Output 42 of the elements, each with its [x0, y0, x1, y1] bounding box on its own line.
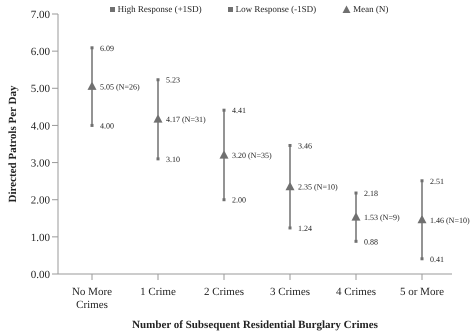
data-label: 2.18	[364, 189, 378, 198]
data-label: 1.53 (N=9)	[364, 213, 400, 222]
x-tick-label: 1 Crime	[140, 286, 176, 298]
data-label: 6.09	[100, 44, 114, 53]
point	[418, 214, 426, 224]
data-label: 4.41	[232, 106, 246, 116]
point	[220, 150, 228, 159]
y-tick-label: 0.00	[30, 268, 50, 281]
data-label: 5.05 (N=26)	[100, 82, 140, 92]
y-tick-label: 6.00	[30, 46, 50, 58]
legend-label: High Response (+1SD)	[116, 4, 202, 14]
data-label: 3.20 (N=35)	[232, 151, 272, 160]
x-tick-label: 2 Crimes	[204, 286, 244, 298]
data-label: 4.00	[100, 121, 114, 130]
x-axis-title: Number of Subsequent Residential Burglary Crimes	[132, 319, 379, 331]
data-label: 0.88	[364, 237, 378, 246]
x-tick-label: 5 or More	[400, 286, 444, 298]
data-label: 2.35 (N=10)	[298, 182, 338, 192]
y-tick-label: 2.00	[30, 194, 50, 207]
x-tick-label: 3 Crimes	[270, 286, 310, 298]
data-label: 0.41	[430, 254, 444, 264]
data-label: 5.23	[166, 76, 180, 85]
x-tick-label: 4 Crimes	[336, 286, 376, 298]
data-label: 1.46 (N=10)	[430, 216, 470, 225]
y-tick-label: 5.00	[30, 83, 50, 96]
point	[154, 114, 162, 123]
legend-label: Low Response (-1SD)	[234, 4, 316, 14]
point	[286, 182, 294, 190]
data-label: 2.51	[430, 176, 444, 186]
legend-label: Mean (N)	[352, 4, 388, 14]
y-tick-label: 7.00	[30, 8, 50, 21]
data-label: 4.17 (N=31)	[166, 115, 206, 124]
y-axis-title: Directed Patrols Per Day	[6, 85, 19, 202]
data-label: 3.46	[298, 141, 312, 150]
point	[352, 212, 360, 221]
y-tick-label: 1.00	[30, 232, 50, 244]
data-label: 2.00	[232, 196, 246, 205]
x-tick-label: No More Crimes	[72, 286, 112, 311]
y-tick-label: 4.00	[30, 120, 50, 132]
data-label: 3.10	[166, 154, 180, 164]
y-tick-label: 3.00	[30, 157, 50, 170]
data-label: 1.24	[298, 224, 312, 233]
